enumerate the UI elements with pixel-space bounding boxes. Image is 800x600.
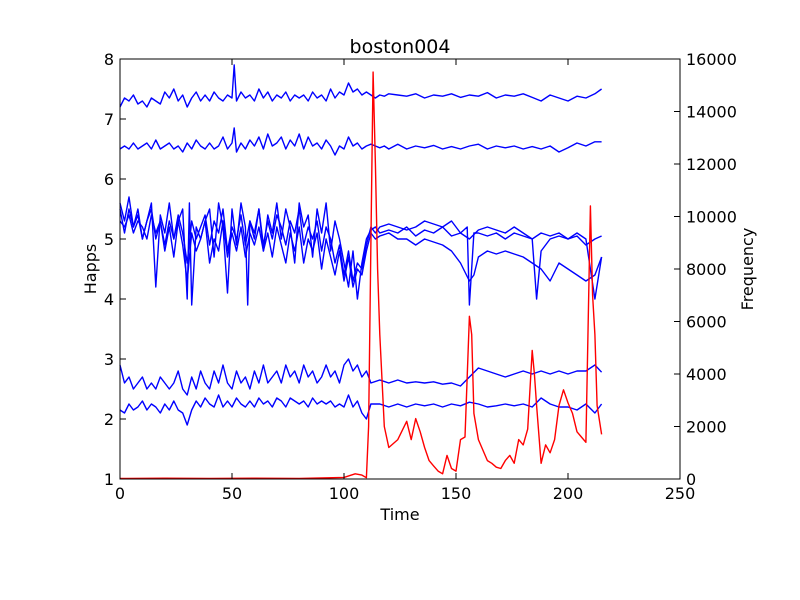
series-line-happs-5: [119, 208, 603, 288]
x-tick-label: 150: [441, 484, 472, 503]
x-tick-label: 200: [553, 484, 584, 503]
x-tick-label: 50: [222, 484, 242, 503]
y-axis-title: Happs: [81, 244, 100, 294]
y2-tick-label: 10000: [686, 208, 737, 227]
y-tick-label: 4: [104, 290, 114, 309]
y-tick-label: 2: [104, 410, 114, 429]
y2-tick-label: 0: [686, 470, 696, 489]
series-line-happs-2: [119, 127, 602, 156]
series-line-happs-1: [119, 64, 603, 108]
y2-tick-label: 4000: [686, 365, 727, 384]
y-tick-label: 8: [104, 50, 114, 69]
chart-title: boston004: [350, 36, 451, 58]
series-line-happs-7: [119, 394, 603, 426]
y2-tick-label: 14000: [686, 103, 737, 122]
series-line-frequency: [119, 71, 603, 480]
series-line-happs-4: [119, 208, 602, 282]
y2-tick-label: 12000: [686, 155, 737, 174]
y2-tick-label: 2000: [686, 418, 727, 437]
y-tick-label: 6: [104, 170, 114, 189]
y2-axis-title: Frequency: [738, 228, 757, 311]
x-tick-label: 0: [115, 484, 125, 503]
x-axis-title: Time: [379, 505, 419, 524]
y-tick-label: 3: [104, 350, 114, 369]
y-tick-label: 5: [104, 230, 114, 249]
x-tick-label: 250: [665, 484, 696, 503]
y-tick-label: 1: [104, 470, 114, 489]
y2-tick-label: 8000: [686, 260, 727, 279]
series-line-happs-6: [119, 358, 603, 396]
series-layer: [119, 64, 603, 480]
tick-layer: 0 50 100 150 200 250 1 2 3 4 5 6 7 8 0 2000 4000 6000 8000…: [104, 50, 737, 503]
y2-tick-label: 16000: [686, 50, 737, 69]
y-tick-label: 7: [104, 110, 114, 129]
x-tick-label: 100: [329, 484, 360, 503]
y2-tick-label: 6000: [686, 313, 727, 332]
